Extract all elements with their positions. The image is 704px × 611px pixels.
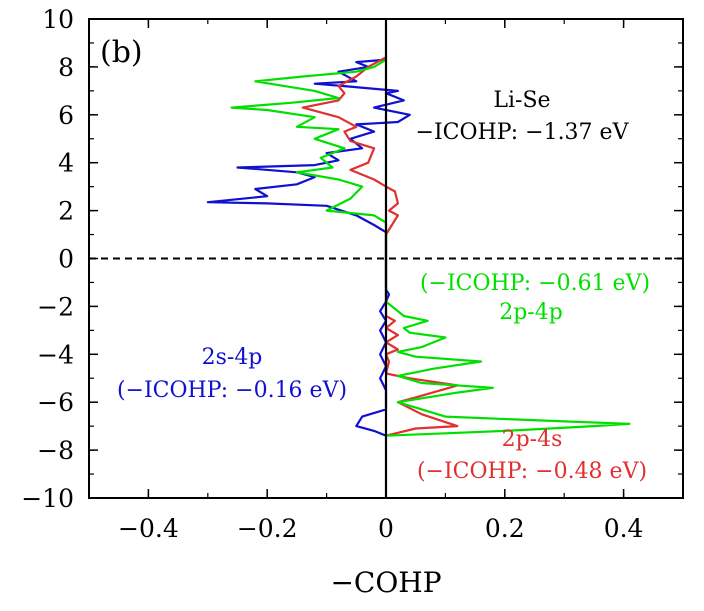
x-tick-label: 0	[378, 514, 394, 543]
x-tick-label: 0.2	[485, 514, 525, 543]
y-tick-label: 8	[58, 53, 74, 82]
y-tick-label: 2	[58, 197, 74, 226]
panel-label: (b)	[100, 35, 143, 70]
series-line-2p-4s	[301, 56, 459, 437]
red-series-label: 2p-4s	[502, 427, 563, 452]
green-icohp: (−ICOHP: −0.61 eV)	[420, 271, 650, 296]
y-tick-label: −2	[37, 292, 74, 321]
blue-icohp: (−ICOHP: −0.16 eV)	[117, 378, 347, 403]
x-axis-title: −COHP	[330, 566, 441, 599]
y-tick-label: 6	[58, 101, 74, 130]
li-se-icohp: −ICOHP: −1.37 eV	[416, 120, 630, 145]
x-tick-label: 0.4	[604, 514, 644, 543]
y-tick-label: 10	[42, 5, 74, 34]
series-line-2s-4p	[206, 58, 411, 437]
y-tick-label: −8	[37, 436, 74, 465]
y-tick-label: −4	[37, 340, 74, 369]
y-tick-label: −10	[21, 484, 74, 513]
y-tick-label: 0	[58, 245, 74, 274]
y-tick-label: 4	[58, 149, 74, 178]
blue-series-label: 2s-4p	[202, 345, 263, 370]
red-icohp: (−ICOHP: −0.48 eV)	[417, 459, 647, 484]
li-se-title: Li-Se	[493, 88, 550, 113]
x-tick-label: −0.2	[237, 514, 298, 543]
green-series-label: 2p-4p	[499, 300, 563, 325]
x-tick-label: −0.4	[118, 514, 179, 543]
y-tick-label: −6	[37, 388, 74, 417]
